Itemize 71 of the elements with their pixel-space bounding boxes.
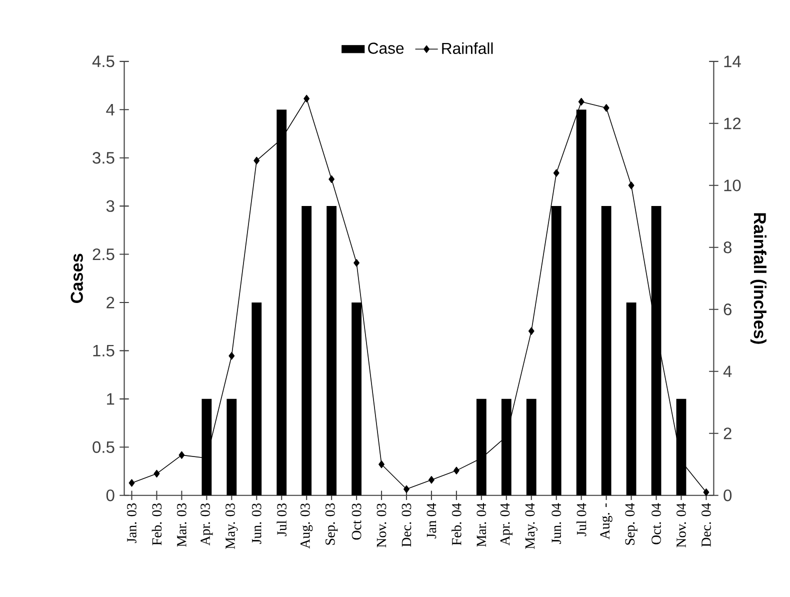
x-tick-label: Oct. 04	[652, 502, 661, 544]
y-tick-label: 0.5	[92, 441, 114, 453]
y2-tick-label: 14	[724, 56, 741, 67]
point	[254, 156, 260, 164]
point	[304, 94, 310, 102]
y-tick-label: 0	[106, 489, 114, 502]
y-tick-label: 1	[107, 393, 114, 404]
point	[328, 175, 335, 183]
bar	[302, 206, 312, 496]
bar	[526, 398, 536, 496]
x-tick-label: Jul 03	[276, 503, 286, 536]
point	[178, 451, 185, 459]
legend-label: Rainfall	[442, 42, 493, 54]
point	[603, 104, 610, 112]
y2-tick-label: 0	[724, 489, 732, 502]
point	[528, 327, 534, 335]
x-tick-label: Apr. 04	[500, 502, 512, 546]
y2-tick-label: 2	[724, 427, 732, 439]
x-tick-label: Sep. 03	[325, 503, 338, 545]
point	[428, 476, 434, 484]
point	[553, 168, 560, 177]
y2-axis-title: Rainfall (inches)	[750, 213, 766, 344]
bar	[226, 398, 237, 496]
y-tick-label: 2.5	[92, 248, 114, 260]
point	[354, 258, 360, 267]
x-tick-label: Oct 03	[352, 503, 362, 540]
y2-tick-label: 12	[724, 117, 741, 129]
x-tick-label: Dec. 04	[702, 502, 711, 547]
legend-label: Case	[368, 42, 404, 54]
x-tick-label: Jan. 03	[127, 503, 136, 543]
y-tick-label: 4	[106, 104, 114, 116]
point	[404, 485, 410, 493]
y2-tick-label: 4	[723, 366, 732, 377]
point	[378, 460, 384, 468]
y-axis-title: Cases	[70, 254, 83, 303]
x-tick-label: Mar. 03	[176, 503, 186, 547]
point	[703, 488, 710, 496]
y-tick-label: 3	[106, 200, 114, 212]
point	[154, 470, 160, 478]
x-tick-label: Jan 04	[426, 502, 436, 538]
y2-tick-label: 6	[724, 303, 732, 316]
y-tick-label: 4.5	[92, 55, 114, 67]
bar	[626, 302, 636, 496]
x-tick-label: Jun. 03	[252, 503, 262, 544]
point	[128, 478, 135, 487]
x-tick-label: Sep. 04	[625, 502, 638, 545]
y2-tick-label: 8	[724, 241, 732, 254]
y-tick-label: 3.5	[92, 152, 114, 164]
x-tick-label: May. 04	[525, 502, 538, 549]
x-tick-label: Jun. 04	[552, 502, 562, 544]
x-tick-label: Feb. 03	[152, 503, 162, 546]
bar	[326, 206, 337, 496]
x-tick-label: May. 03	[226, 503, 238, 549]
bar	[252, 302, 262, 496]
x-tick-label: Apr. 03	[200, 503, 213, 546]
bar	[601, 206, 612, 496]
y2-tick-label: 10	[724, 179, 741, 192]
point	[228, 352, 235, 360]
y-tick-label: 1.5	[93, 344, 114, 356]
point	[628, 181, 634, 190]
x-tick-label: Mar. 04	[476, 502, 486, 547]
x-tick-label: Feb. 04	[452, 502, 462, 546]
x-tick-label: Aug. 03	[300, 503, 313, 548]
point	[453, 466, 460, 474]
x-tick-label: Dec. 03	[402, 503, 412, 547]
point	[578, 98, 584, 106]
x-tick-label: Jul 04	[576, 502, 586, 536]
x-tick-label: Aug. -	[600, 503, 612, 540]
y-tick-label: 2	[106, 296, 114, 308]
x-tick-label: Nov. 03	[376, 503, 386, 548]
x-tick-label: Nov. 04	[676, 502, 686, 548]
